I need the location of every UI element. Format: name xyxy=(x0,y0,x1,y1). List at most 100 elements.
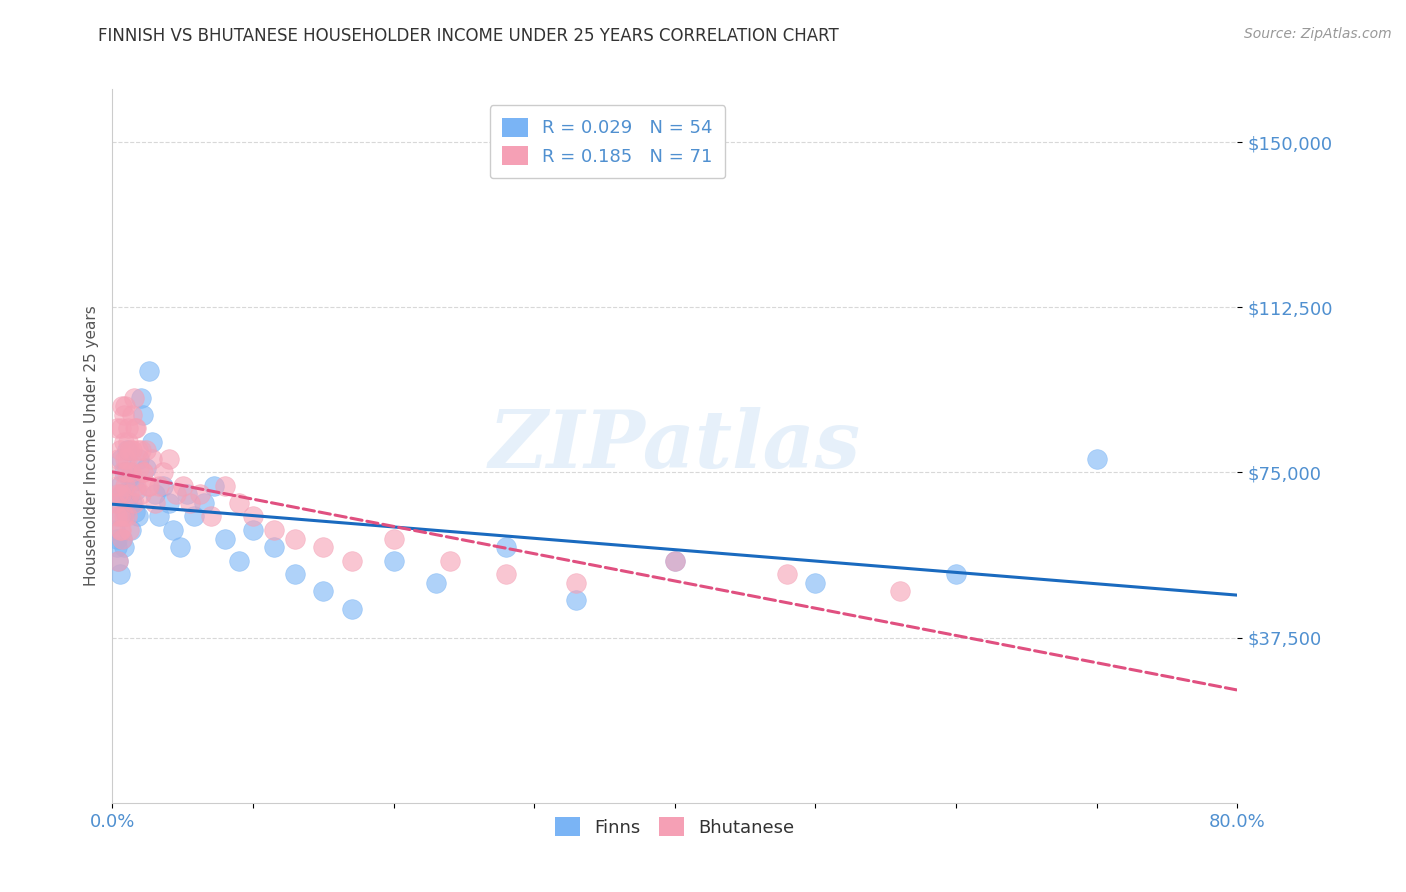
Point xyxy=(263,541,285,555)
Point xyxy=(111,532,134,546)
Point xyxy=(776,566,799,581)
Point xyxy=(143,487,166,501)
Point xyxy=(148,509,170,524)
Point xyxy=(114,505,136,519)
Point xyxy=(152,466,174,480)
Point xyxy=(382,532,405,546)
Point xyxy=(193,496,215,510)
Point xyxy=(135,443,157,458)
Point xyxy=(138,478,160,492)
Point xyxy=(214,532,236,546)
Point xyxy=(108,566,131,581)
Point xyxy=(157,452,180,467)
Point xyxy=(125,421,148,435)
Point xyxy=(242,509,264,524)
Point xyxy=(135,461,157,475)
Point xyxy=(115,452,138,467)
Point xyxy=(340,602,363,616)
Point xyxy=(664,553,686,567)
Point xyxy=(127,443,149,458)
Point xyxy=(125,478,148,492)
Point xyxy=(118,523,141,537)
Point xyxy=(118,443,141,458)
Point xyxy=(121,408,143,422)
Point xyxy=(129,391,152,405)
Point xyxy=(114,452,136,467)
Point xyxy=(129,487,152,501)
Point xyxy=(169,541,191,555)
Point xyxy=(242,523,264,537)
Point xyxy=(111,532,134,546)
Point xyxy=(105,421,128,435)
Point xyxy=(664,553,686,567)
Point xyxy=(110,421,132,435)
Point xyxy=(284,532,307,546)
Point xyxy=(105,509,128,524)
Point xyxy=(214,478,236,492)
Point xyxy=(136,478,159,492)
Point xyxy=(138,364,160,378)
Point xyxy=(127,509,149,524)
Point xyxy=(157,496,180,510)
Point xyxy=(179,496,201,510)
Point xyxy=(114,478,136,492)
Point xyxy=(117,491,139,506)
Point xyxy=(104,496,127,510)
Point xyxy=(112,541,135,555)
Point xyxy=(152,478,174,492)
Point xyxy=(120,466,142,480)
Point xyxy=(124,421,146,435)
Point xyxy=(108,509,131,524)
Point xyxy=(110,487,132,501)
Point xyxy=(340,553,363,567)
Point xyxy=(105,532,128,546)
Point xyxy=(495,566,517,581)
Text: FINNISH VS BHUTANESE HOUSEHOLDER INCOME UNDER 25 YEARS CORRELATION CHART: FINNISH VS BHUTANESE HOUSEHOLDER INCOME … xyxy=(98,27,839,45)
Point xyxy=(141,452,163,467)
Point xyxy=(228,496,250,510)
Point xyxy=(121,443,143,458)
Point xyxy=(110,509,132,524)
Point xyxy=(1085,452,1108,467)
Point xyxy=(382,553,405,567)
Point xyxy=(176,487,198,501)
Point xyxy=(112,408,135,422)
Point xyxy=(118,470,141,484)
Point xyxy=(111,400,134,414)
Point xyxy=(165,487,187,501)
Point xyxy=(312,541,335,555)
Point xyxy=(132,466,155,480)
Point xyxy=(112,466,135,480)
Point xyxy=(105,541,128,555)
Point xyxy=(112,434,135,449)
Point xyxy=(495,541,517,555)
Point xyxy=(110,452,132,467)
Point xyxy=(108,523,131,537)
Point xyxy=(118,487,141,501)
Point xyxy=(108,443,131,458)
Point xyxy=(945,566,967,581)
Point xyxy=(132,466,155,480)
Legend: Finns, Bhutanese: Finns, Bhutanese xyxy=(548,810,801,844)
Point xyxy=(312,584,335,599)
Point xyxy=(565,593,588,607)
Point xyxy=(111,466,134,480)
Point xyxy=(107,553,129,567)
Point xyxy=(122,475,145,489)
Point xyxy=(188,487,211,501)
Point xyxy=(200,509,222,524)
Point xyxy=(183,509,205,524)
Point xyxy=(107,553,129,567)
Point xyxy=(263,523,285,537)
Point xyxy=(125,483,148,497)
Point xyxy=(128,452,150,467)
Y-axis label: Householder Income Under 25 years: Householder Income Under 25 years xyxy=(83,306,98,586)
Point xyxy=(112,509,135,524)
Point xyxy=(565,575,588,590)
Point xyxy=(105,478,128,492)
Point xyxy=(111,487,134,501)
Point xyxy=(889,584,911,599)
Point xyxy=(117,434,139,449)
Point xyxy=(121,496,143,510)
Point xyxy=(425,575,447,590)
